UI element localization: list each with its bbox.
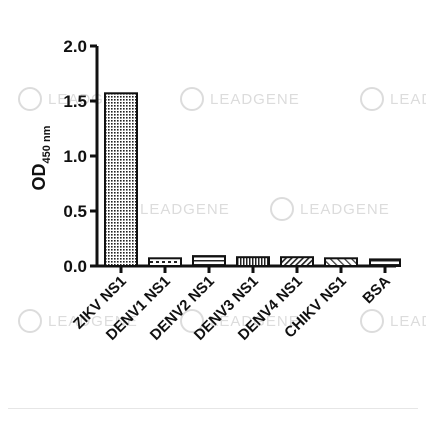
bar-denv3-ns1 xyxy=(236,256,270,268)
watermark: LEADGENE xyxy=(18,309,138,333)
bar-chikv-ns1 xyxy=(324,257,358,267)
svg-text:LEADGENE: LEADGENE xyxy=(300,201,390,218)
svg-text:LEADGENE: LEADGENE xyxy=(48,313,138,330)
svg-text:LEADGENE: LEADGENE xyxy=(390,91,426,108)
bar-denv2-ns1 xyxy=(192,255,226,268)
bar-zikv-ns1 xyxy=(104,92,138,267)
y-tick-label: 2.0 xyxy=(63,37,87,56)
svg-text:LEADGENE: LEADGENE xyxy=(210,91,300,108)
y-tick-label: 1.5 xyxy=(63,92,87,111)
bar-denv4-ns1 xyxy=(280,256,314,268)
y-tick-label: 1.0 xyxy=(63,147,87,166)
y-axis-title-text: OD450 nm xyxy=(29,125,53,190)
watermark: LEADGENE xyxy=(180,87,300,111)
y-axis-title-subscript: 450 nm xyxy=(41,125,53,163)
watermark: LEADGENE xyxy=(180,309,300,333)
svg-text:LEADGENE: LEADGENE xyxy=(140,201,230,218)
bars-group xyxy=(104,92,401,268)
watermark: LEADGENE xyxy=(360,309,426,333)
y-axis-title: OD450 nm xyxy=(29,125,53,190)
y-tick-label: 0.5 xyxy=(63,202,87,221)
watermark: LEADGENE xyxy=(270,197,390,221)
y-axis-title-main: OD xyxy=(29,163,49,190)
category-label: BSA xyxy=(359,273,394,308)
watermark: LEADGENE xyxy=(360,87,426,111)
svg-text:LEADGENE: LEADGENE xyxy=(390,313,426,330)
watermark-layer: LEADGENE LEADGENE LEADGENE LEADGENE LEADGENE… xyxy=(18,87,426,333)
svg-text:LEADGENE: LEADGENE xyxy=(210,313,300,330)
panel-divider xyxy=(8,408,418,429)
bar-bsa xyxy=(369,258,401,267)
y-tick-label: 0.0 xyxy=(63,257,87,276)
bar-denv1-ns1 xyxy=(148,257,182,267)
